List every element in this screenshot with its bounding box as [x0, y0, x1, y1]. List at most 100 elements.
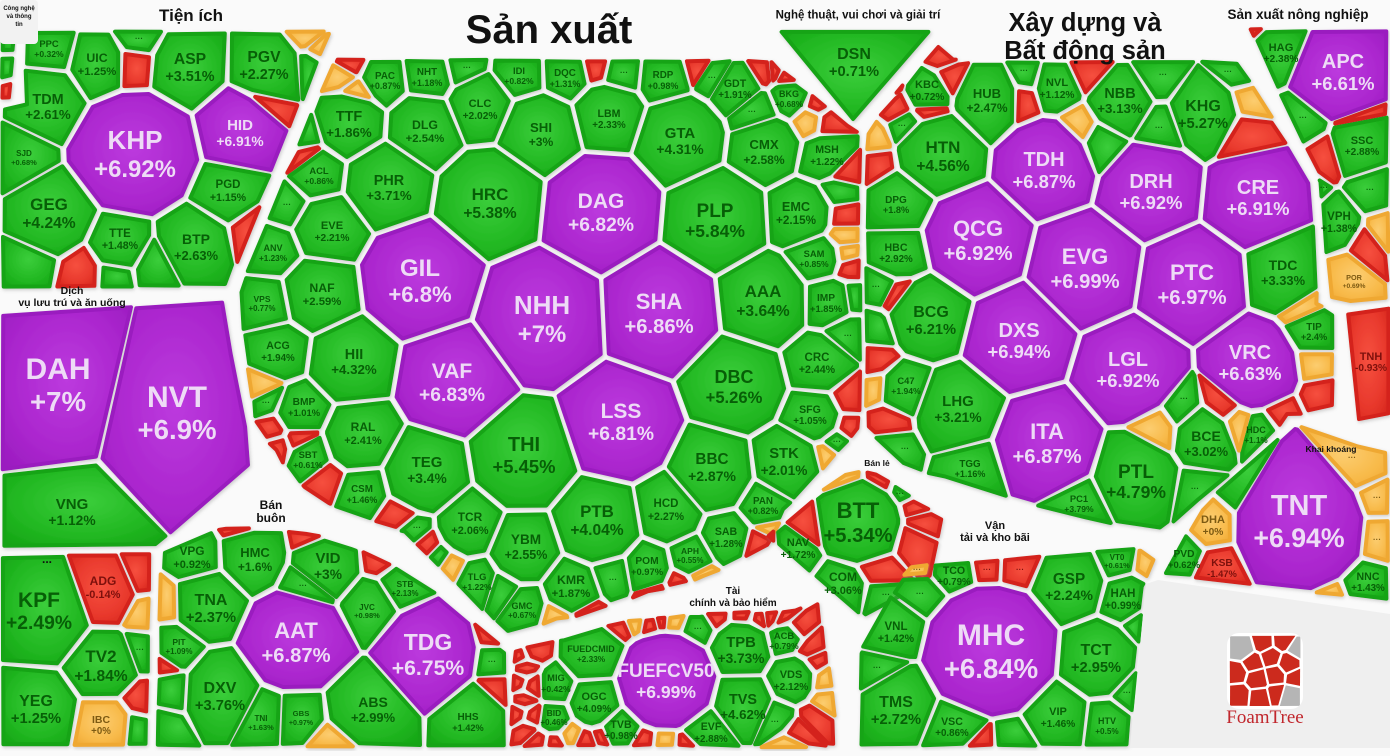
svg-text:+1.38%: +1.38%: [1321, 223, 1358, 235]
svg-text:BMP: BMP: [293, 397, 316, 408]
svg-text:+2.15%: +2.15%: [776, 214, 817, 227]
svg-text:DBC: DBC: [715, 367, 754, 387]
svg-text:ACG: ACG: [266, 340, 290, 352]
svg-text:COM: COM: [829, 570, 857, 584]
svg-text:+5.45%: +5.45%: [493, 456, 556, 477]
svg-text:TVS: TVS: [729, 692, 757, 708]
svg-text:···: ···: [771, 717, 779, 726]
svg-text:DPG: DPG: [885, 195, 907, 206]
svg-text:···: ···: [1348, 453, 1356, 462]
svg-text:HRC: HRC: [472, 185, 509, 204]
svg-text:···: ···: [463, 63, 471, 72]
svg-text:+1.42%: +1.42%: [878, 633, 915, 645]
svg-text:PPC: PPC: [39, 38, 59, 49]
svg-text:TDH: TDH: [1023, 149, 1064, 171]
svg-text:FUEDCMID: FUEDCMID: [567, 644, 615, 654]
svg-text:GBS: GBS: [293, 709, 310, 718]
svg-text:NHH: NHH: [514, 290, 570, 320]
svg-text:+3%: +3%: [314, 567, 342, 582]
svg-text:+1.09%: +1.09%: [166, 647, 193, 656]
svg-text:TCR: TCR: [458, 510, 483, 524]
svg-text:+2.88%: +2.88%: [694, 734, 728, 745]
svg-text:+2.02%: +2.02%: [463, 111, 498, 122]
svg-text:···: ···: [1159, 70, 1167, 79]
svg-text:AAA: AAA: [745, 282, 782, 301]
svg-text:+0.62%: +0.62%: [1168, 559, 1201, 570]
svg-text:+0.98%: +0.98%: [648, 81, 679, 91]
svg-text:HTV: HTV: [1098, 716, 1116, 726]
svg-text:+0.32%: +0.32%: [34, 49, 64, 59]
svg-text:JVC: JVC: [359, 603, 375, 612]
svg-text:+0.97%: +0.97%: [289, 719, 314, 727]
svg-text:+0%: +0%: [1203, 527, 1224, 538]
svg-text:+1.23%: +1.23%: [259, 254, 288, 263]
svg-text:LGL: LGL: [1108, 349, 1148, 371]
svg-text:+0.86%: +0.86%: [935, 728, 969, 739]
svg-text:+6.83%: +6.83%: [419, 385, 485, 406]
svg-text:NHT: NHT: [417, 67, 437, 78]
svg-text:+6.92%: +6.92%: [1097, 370, 1160, 391]
svg-text:+2.13%: +2.13%: [392, 589, 419, 598]
svg-text:STB: STB: [397, 579, 414, 589]
svg-text:KBC: KBC: [915, 79, 939, 91]
svg-text:AAT: AAT: [274, 618, 318, 643]
svg-text:NAV: NAV: [787, 537, 810, 549]
svg-text:+1.91%: +1.91%: [718, 90, 752, 101]
svg-text:···: ···: [1373, 535, 1381, 544]
svg-text:···: ···: [1320, 183, 1328, 192]
svg-text:+0.85%: +0.85%: [799, 259, 829, 269]
svg-text:THI: THI: [508, 434, 540, 456]
svg-text:TCO: TCO: [943, 565, 965, 577]
svg-text:+1.8%: +1.8%: [883, 205, 909, 215]
svg-text:YEG: YEG: [19, 693, 53, 710]
svg-text:BID: BID: [547, 708, 562, 718]
svg-text:+4.62%: +4.62%: [720, 707, 766, 722]
svg-text:+0.92%: +0.92%: [173, 559, 211, 571]
svg-text:+3.64%: +3.64%: [736, 303, 789, 320]
svg-text:+0.82%: +0.82%: [504, 76, 534, 86]
svg-text:POM: POM: [635, 556, 658, 567]
svg-text:+3.79%: +3.79%: [1064, 504, 1094, 514]
svg-text:HHS: HHS: [457, 712, 478, 723]
svg-text:HBC: HBC: [885, 242, 908, 254]
svg-text:+1.28%: +1.28%: [709, 539, 743, 550]
svg-text:HID: HID: [227, 117, 253, 134]
svg-text:SBT: SBT: [299, 449, 318, 460]
svg-text:MSH: MSH: [815, 144, 839, 156]
svg-text:+2.38%: +2.38%: [1264, 54, 1299, 65]
svg-text:···: ···: [872, 282, 880, 291]
svg-text:PAN: PAN: [753, 496, 773, 507]
svg-text:KSB: KSB: [1211, 558, 1233, 569]
svg-text:···: ···: [135, 34, 143, 43]
svg-text:+1.94%: +1.94%: [891, 386, 921, 396]
svg-text:SAB: SAB: [715, 526, 738, 538]
svg-text:PLP: PLP: [697, 201, 734, 222]
svg-text:+2.4%: +2.4%: [1301, 332, 1327, 342]
svg-text:TGG: TGG: [959, 459, 981, 470]
svg-text:IDI: IDI: [513, 65, 525, 76]
svg-text:+3.21%: +3.21%: [934, 410, 981, 425]
svg-text:+0.82%: +0.82%: [748, 506, 779, 516]
svg-text:vụ lưu trú và ăn uống: vụ lưu trú và ăn uống: [18, 297, 125, 309]
svg-text:···: ···: [1155, 123, 1163, 132]
svg-text:Bất động sản: Bất động sản: [1004, 37, 1166, 65]
svg-text:HII: HII: [345, 347, 363, 363]
svg-text:LBM: LBM: [598, 108, 621, 120]
svg-text:PC1: PC1: [1070, 493, 1088, 504]
svg-text:BCE: BCE: [1191, 428, 1221, 444]
svg-text:IBC: IBC: [92, 714, 111, 726]
svg-text:DXV: DXV: [204, 680, 237, 697]
svg-text:+1.12%: +1.12%: [48, 513, 95, 528]
svg-text:···: ···: [983, 565, 991, 574]
svg-text:+1.01%: +1.01%: [288, 407, 321, 418]
svg-text:···: ···: [1123, 688, 1131, 697]
svg-text:+2.61%: +2.61%: [25, 107, 71, 122]
svg-text:+6.84%: +6.84%: [944, 653, 1038, 684]
svg-text:+3.76%: +3.76%: [195, 698, 245, 714]
svg-text:EVF: EVF: [701, 721, 722, 733]
svg-text:+4.09%: +4.09%: [577, 704, 612, 715]
svg-text:BBC: BBC: [695, 451, 728, 468]
svg-text:VRC: VRC: [1229, 342, 1271, 364]
svg-text:+1.6%: +1.6%: [238, 560, 273, 574]
svg-text:ACB: ACB: [774, 630, 795, 641]
